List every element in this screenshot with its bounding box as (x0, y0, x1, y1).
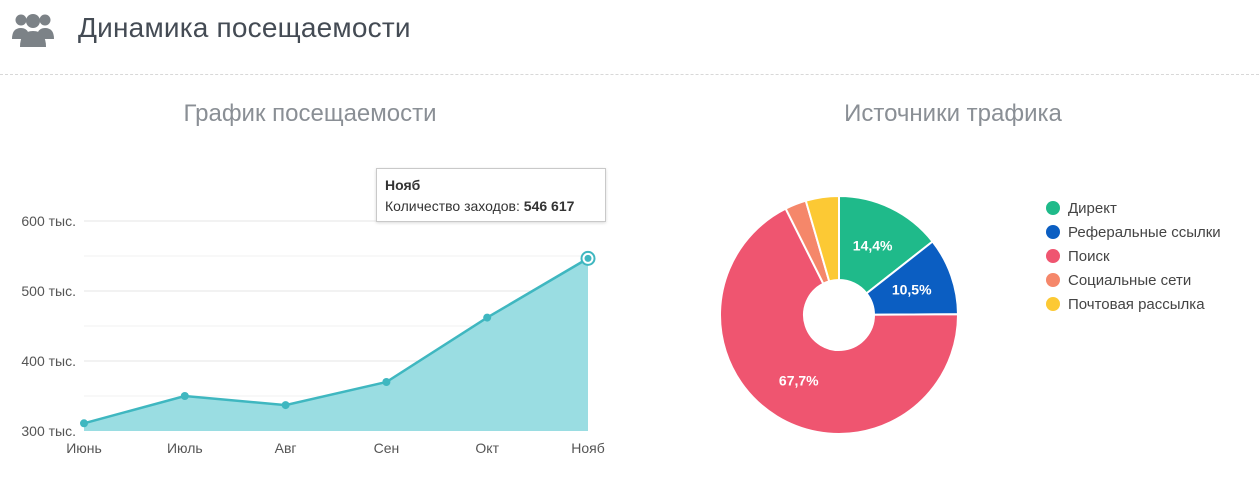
legend-item[interactable]: Директ (1046, 196, 1221, 220)
x-tick-label: Нояб (571, 440, 605, 456)
pie-data-label: 10,5% (892, 282, 932, 298)
legend-marker (1046, 249, 1060, 263)
pie-slice[interactable] (804, 194, 840, 283)
legend-label: Социальные сети (1068, 271, 1192, 289)
pie-data-label: 67,7% (779, 373, 819, 389)
line-chart-title: График посещаемости (183, 100, 437, 127)
tooltip-value: 546 617 (523, 198, 575, 214)
x-tick-label: Июль (167, 440, 203, 456)
page-title: Динамика посещаемости (78, 12, 411, 43)
legend-marker (1046, 273, 1060, 287)
legend-item[interactable]: Реферальные ссылки (1046, 220, 1221, 244)
legend-label: Почтовая рассылка (1068, 295, 1205, 313)
header-divider (0, 74, 1259, 75)
x-tick-label: Июнь (66, 440, 102, 456)
legend-item[interactable]: Социальные сети (1046, 268, 1221, 292)
visits-line-chart[interactable]: 300 тыс. 400 тыс. 500 тыс. 600 тыс. Июнь Июль… (0, 150, 640, 470)
legend-marker (1046, 201, 1060, 215)
legend-marker (1046, 225, 1060, 239)
data-point[interactable] (483, 313, 492, 322)
page-header: Динамика посещаемости (0, 0, 1259, 74)
data-point[interactable] (80, 419, 88, 428)
y-tick-label: 500 тыс. (21, 283, 76, 299)
legend-item[interactable]: Почтовая рассылка (1046, 292, 1221, 316)
traffic-sources-pie-chart[interactable]: 14,4% 10,5% 67,7% (700, 180, 980, 450)
legend-label: Директ (1068, 199, 1117, 217)
tooltip-title: Нояб (385, 177, 421, 193)
pie-data-label: 14,4% (853, 238, 893, 254)
legend-marker (1046, 297, 1060, 311)
x-tick-label: Авг (275, 440, 297, 456)
series-area (84, 258, 588, 431)
pie-legend: Директ Реферальные ссылки Поиск Социальные … (1046, 196, 1221, 316)
x-tick-label: Окт (475, 440, 499, 456)
legend-item[interactable]: Поиск (1046, 244, 1221, 268)
users-icon (12, 14, 54, 47)
legend-label: Поиск (1068, 247, 1110, 265)
pie-chart-title: Источники трафика (844, 100, 1062, 127)
chart-tooltip: Нояб Количество заходов: 546 617 (376, 168, 606, 222)
series-line (83, 257, 589, 425)
legend-label: Реферальные ссылки (1068, 223, 1221, 241)
data-point[interactable] (281, 401, 290, 410)
data-point[interactable] (382, 378, 391, 386)
pie-slice[interactable] (838, 194, 934, 295)
y-tick-label: 600 тыс. (21, 213, 76, 229)
data-point[interactable] (584, 254, 592, 262)
pie-slice[interactable] (719, 207, 960, 435)
x-tick-label: Сен (374, 440, 400, 456)
tooltip-label: Количество заходов: (385, 198, 520, 214)
y-tick-label: 300 тыс. (21, 423, 76, 439)
data-point[interactable] (180, 392, 189, 400)
y-tick-label: 400 тыс. (21, 353, 76, 369)
